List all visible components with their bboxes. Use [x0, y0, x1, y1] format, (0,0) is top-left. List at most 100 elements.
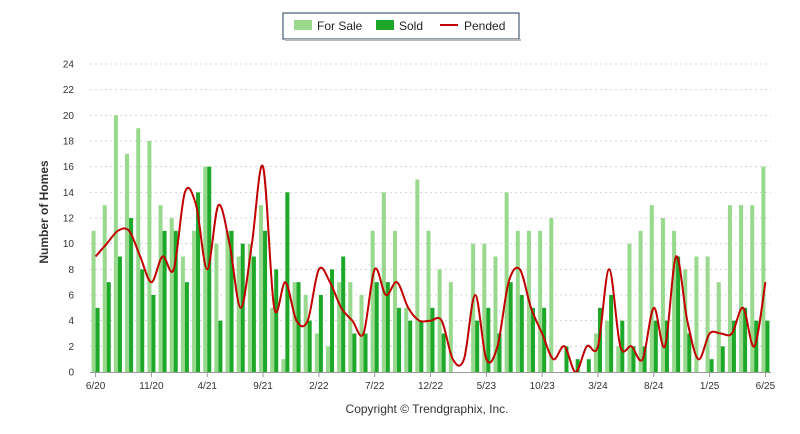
- bar-sold: [229, 230, 234, 372]
- bar-sold: [196, 192, 201, 372]
- legend-swatch-sold: [376, 20, 394, 30]
- y-tick-label: 4: [68, 316, 74, 327]
- y-tick-label: 16: [63, 162, 75, 173]
- bar-sold: [173, 230, 178, 372]
- y-tick-label: 12: [63, 214, 75, 225]
- bar-for-sale: [113, 115, 118, 372]
- bar-for-sale: [270, 307, 275, 372]
- y-tick-label: 2: [68, 342, 74, 353]
- bar-for-sale: [471, 243, 476, 372]
- bar-for-sale: [649, 205, 654, 372]
- bar-sold: [352, 333, 357, 372]
- line-pended: [94, 164, 767, 373]
- bar-sold: [430, 307, 435, 372]
- bar-sold: [731, 320, 736, 372]
- legend-frame: [282, 12, 520, 40]
- bar-sold: [117, 256, 122, 372]
- x-tick-label: 3/24: [588, 381, 608, 392]
- line-pended-path: [94, 164, 767, 373]
- bar-for-sale: [381, 192, 386, 372]
- bar-sold: [564, 346, 569, 372]
- bar-sold: [743, 307, 748, 372]
- y-tick-label: 18: [63, 137, 75, 148]
- bar-for-sale: [739, 205, 744, 372]
- x-tick-label: 7/22: [365, 381, 385, 392]
- x-tick-label: 1/25: [700, 381, 720, 392]
- bar-for-sale: [627, 243, 632, 372]
- bar-for-sale: [247, 243, 252, 372]
- bar-sold: [330, 269, 335, 372]
- bar-sold: [441, 333, 446, 372]
- bar-sold: [419, 320, 424, 372]
- bar-sold: [296, 282, 301, 372]
- bar-for-sale: [660, 218, 665, 372]
- bar-sold: [151, 295, 156, 372]
- bar-sold: [765, 320, 770, 372]
- bar-for-sale: [716, 282, 721, 372]
- legend-label-pended: Pended: [464, 19, 505, 33]
- bar-sold: [642, 346, 647, 372]
- bar-sold: [486, 307, 491, 372]
- bar-for-sale: [192, 230, 197, 372]
- bar-sold: [363, 333, 368, 372]
- bar-sold: [307, 320, 312, 372]
- bar-for-sale: [683, 269, 688, 372]
- bar-sold: [251, 256, 256, 372]
- y-tick-label: 14: [63, 188, 75, 199]
- bar-for-sale: [448, 282, 453, 372]
- legend: For Sale Sold Pended: [282, 12, 521, 41]
- y-tick-label: 10: [63, 239, 75, 250]
- bar-for-sale: [694, 256, 699, 372]
- bar-for-sale: [236, 256, 241, 372]
- bar-sold: [508, 282, 513, 372]
- bar-sold: [620, 320, 625, 372]
- bars-sold: [95, 166, 770, 372]
- x-tick-label: 6/20: [86, 381, 106, 392]
- bar-sold: [497, 333, 502, 372]
- bar-sold: [129, 218, 134, 372]
- bar-sold: [664, 320, 669, 372]
- bar-for-sale: [180, 256, 185, 372]
- bar-for-sale: [203, 166, 208, 372]
- bar-sold: [162, 230, 167, 372]
- bar-for-sale: [672, 230, 677, 372]
- y-axis-title: Number of Homes: [37, 160, 51, 264]
- bar-for-sale: [761, 166, 766, 372]
- bar-for-sale: [549, 218, 554, 372]
- bar-sold: [609, 295, 614, 372]
- bar-sold: [631, 346, 636, 372]
- bar-sold: [385, 282, 390, 372]
- bar-sold: [95, 307, 100, 372]
- x-axis: 6/20 11/20 4/21 9/21 2/22 7/22 12/22 5/23 10/23 3…: [86, 372, 776, 392]
- x-tick-label: 5/23: [477, 381, 497, 392]
- bar-for-sale: [437, 269, 442, 372]
- bar-sold: [341, 256, 346, 372]
- bar-sold: [575, 359, 580, 372]
- y-tick-label: 8: [68, 265, 74, 276]
- bar-for-sale: [147, 141, 152, 372]
- y-tick-label: 20: [63, 111, 75, 122]
- bar-sold: [408, 320, 413, 372]
- bar-sold: [754, 320, 759, 372]
- bar-sold: [475, 320, 480, 372]
- bar-sold: [263, 230, 268, 372]
- bar-for-sale: [225, 230, 230, 372]
- bar-for-sale: [91, 230, 96, 372]
- bar-for-sale: [515, 230, 520, 372]
- bar-for-sale: [158, 205, 163, 372]
- bar-for-sale: [292, 282, 297, 372]
- x-tick-label: 12/22: [418, 381, 443, 392]
- y-tick-label: 6: [68, 291, 74, 302]
- x-tick-label: 6/25: [756, 381, 776, 392]
- y-tick-label: 24: [63, 60, 75, 71]
- bar-for-sale: [370, 230, 375, 372]
- bar-sold: [720, 346, 725, 372]
- x-tick-label: 10/23: [530, 381, 555, 392]
- bar-sold: [106, 282, 111, 372]
- bar-for-sale: [337, 282, 342, 372]
- x-tick-label: 2/22: [309, 381, 329, 392]
- x-tick-label: 11/20: [139, 381, 164, 392]
